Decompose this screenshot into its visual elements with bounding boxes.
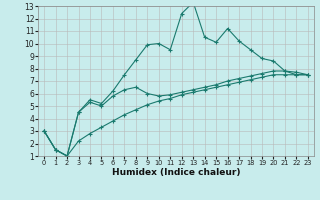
X-axis label: Humidex (Indice chaleur): Humidex (Indice chaleur) — [112, 168, 240, 177]
